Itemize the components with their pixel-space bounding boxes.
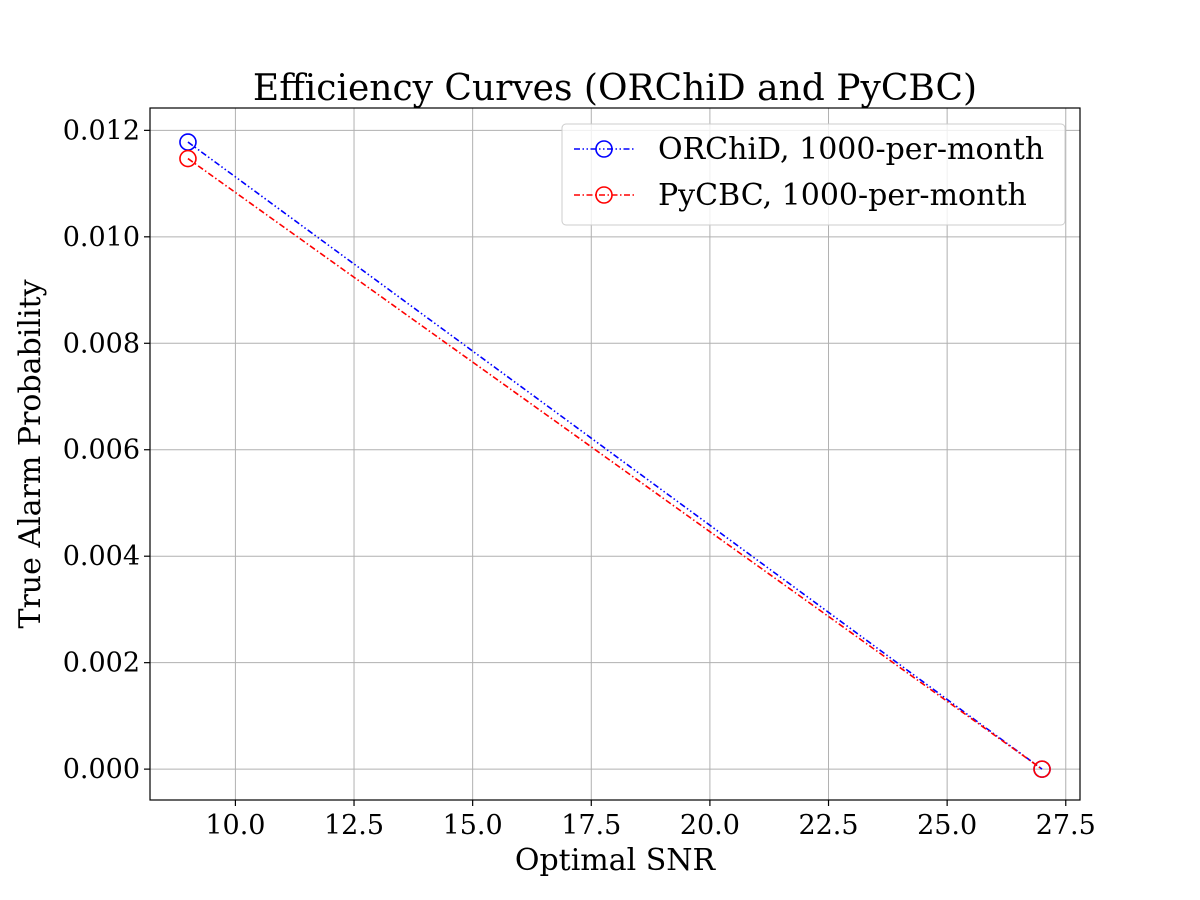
y-tick-label: 0.006: [63, 435, 140, 466]
y-tick-label: 0.002: [63, 648, 140, 679]
y-tick-label: 0.000: [63, 754, 140, 785]
data-point: [1033, 760, 1051, 778]
x-tick-label: 17.5: [561, 810, 621, 841]
series: [179, 133, 1051, 778]
y-tick-label: 0.004: [63, 541, 140, 572]
x-tick-label: 20.0: [680, 810, 740, 841]
x-axis-ticks: 10.0 12.5 15.0 17.5 20.0 22.5 25.0 27.5: [205, 800, 1096, 841]
legend-entry: ORChiD, 1000-per-month: [574, 132, 1044, 167]
legend-entry: PyCBC, 1000-per-month: [574, 178, 1027, 213]
legend-marker: [595, 140, 613, 158]
series-line: [187, 141, 1043, 770]
legend-label: PyCBC, 1000-per-month: [658, 178, 1027, 213]
legend-marker: [595, 186, 613, 204]
legend-box: [561, 123, 1066, 226]
legend-items: ORChiD, 1000-per-month PyCBC, 1000-per-mo…: [574, 132, 1044, 213]
x-tick-label: 27.5: [1036, 810, 1096, 841]
data-point: [179, 149, 197, 168]
x-tick-label: 25.0: [917, 810, 977, 841]
y-tick-label: 0.008: [63, 328, 140, 359]
x-tick-label: 15.0: [443, 810, 503, 841]
y-axis-label: True Alarm Probability: [13, 279, 48, 628]
x-tick-label: 22.5: [798, 810, 858, 841]
x-axis-label: Optimal SNR: [515, 843, 717, 878]
x-tick-label: 12.5: [324, 810, 384, 841]
y-tick-label: 0.012: [63, 115, 140, 146]
series-line: [187, 157, 1043, 770]
y-tick-label: 0.010: [63, 222, 140, 253]
series: [179, 149, 1051, 778]
legend: ORChiD, 1000-per-month PyCBC, 1000-per-mo…: [561, 123, 1066, 226]
y-axis-ticks: 0.000 0.002 0.004 0.006 0.008 0.010 0.012: [63, 115, 150, 785]
series-layer: [179, 133, 1051, 778]
chart-title: Efficiency Curves (ORChiD and PyCBC): [253, 68, 977, 109]
x-tick-label: 10.0: [205, 810, 265, 841]
legend-label: ORChiD, 1000-per-month: [658, 132, 1044, 167]
plot-frame: [149, 107, 1081, 801]
